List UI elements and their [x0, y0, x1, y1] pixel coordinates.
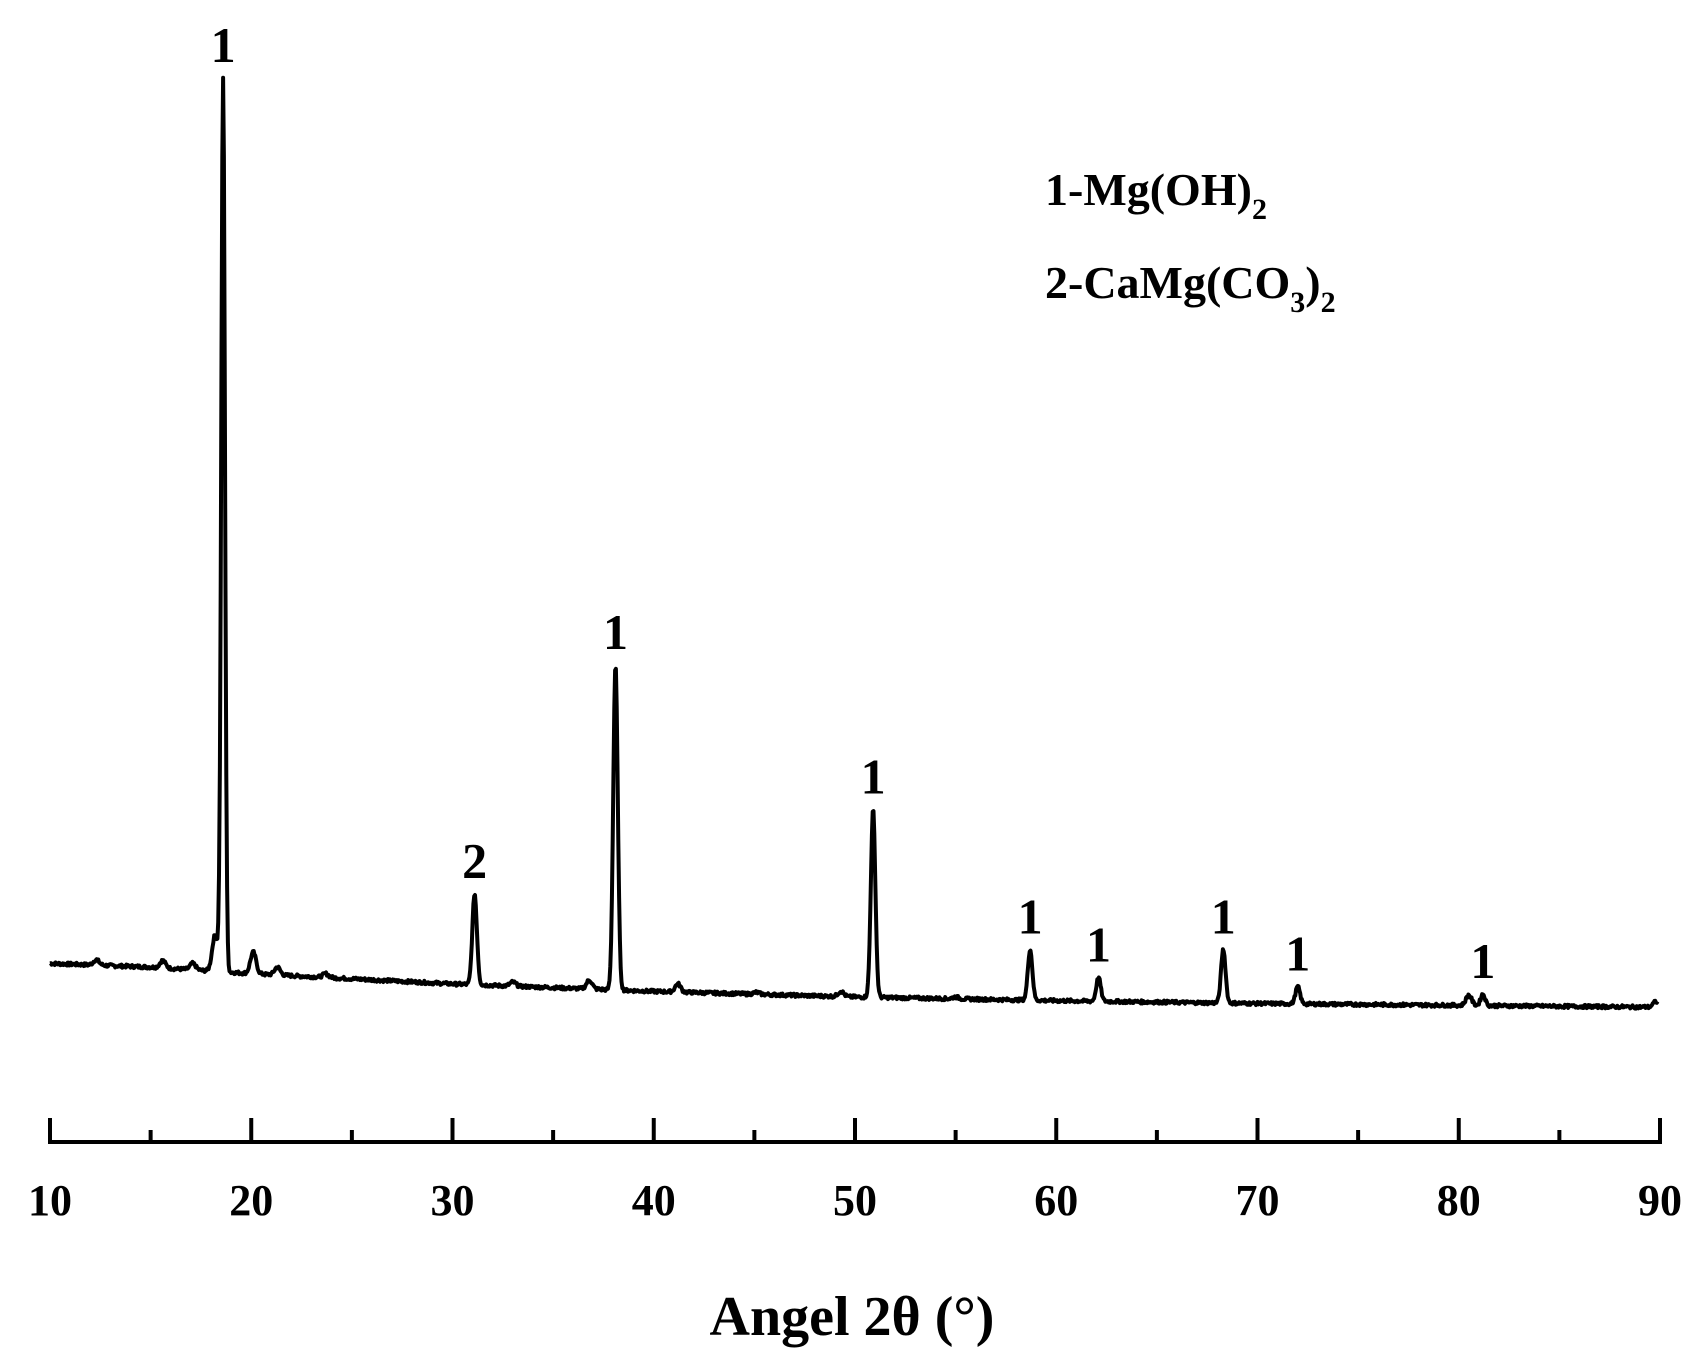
diffraction-series-line	[48, 75, 1660, 1011]
peak-label: 2	[462, 833, 487, 889]
peak-label: 1	[1470, 933, 1495, 989]
x-tick-label: 60	[1034, 1176, 1078, 1225]
peak-label: 1	[211, 17, 236, 73]
plot-area	[48, 75, 1660, 1011]
x-tick-label: 90	[1638, 1176, 1682, 1225]
x-tick-label: 30	[431, 1176, 475, 1225]
x-tick-label: 20	[229, 1176, 273, 1225]
peak-label: 1	[603, 604, 628, 660]
x-tick-label: 50	[833, 1176, 877, 1225]
x-tick-label: 40	[632, 1176, 676, 1225]
peak-label: 1	[1018, 888, 1043, 944]
peak-label: 1	[1086, 916, 1111, 972]
x-tick-label: 80	[1437, 1176, 1481, 1225]
x-axis-title: Angel 2θ (°)	[710, 1286, 995, 1348]
legend: 1-Mg(OH)2 2-CaMg(CO3)2	[1045, 164, 1336, 319]
legend-entry-1: 1-Mg(OH)2	[1045, 164, 1267, 226]
x-tick-label: 10	[28, 1176, 72, 1225]
peak-label: 1	[861, 749, 886, 805]
legend-entry-2: 2-CaMg(CO3)2	[1045, 257, 1336, 319]
peak-label: 1	[1211, 888, 1236, 944]
x-tick-label: 70	[1236, 1176, 1280, 1225]
x-axis: 10 20 30 40 50 60 70 80 90	[28, 1118, 1682, 1225]
peak-label: 1	[1285, 926, 1310, 982]
